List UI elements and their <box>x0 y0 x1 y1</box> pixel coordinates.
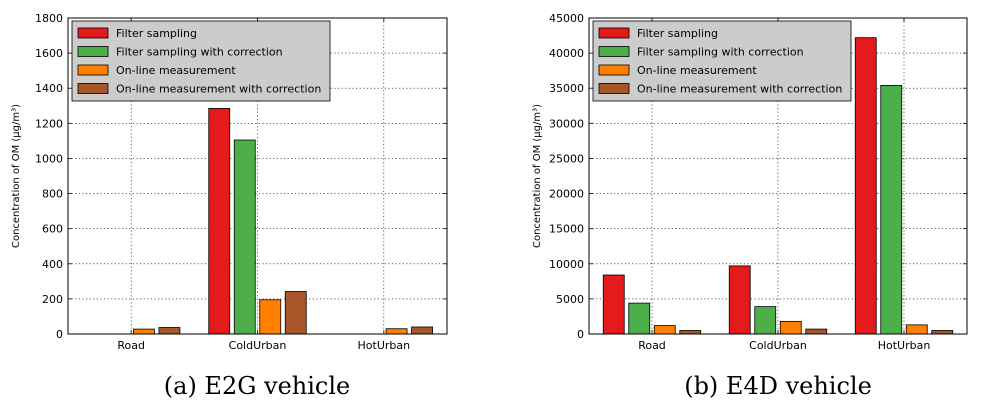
x-tick-label: HotUrban <box>878 339 931 352</box>
bar <box>931 330 954 335</box>
legend-swatch <box>77 46 109 57</box>
y-tick-label: 0 <box>577 328 584 341</box>
legend-swatch <box>598 27 630 39</box>
chart-panel-b: 0 5000 10000 15000 20000 25000 30000 35000 40000… <box>532 12 968 400</box>
legend-swatch <box>598 64 630 76</box>
y-tick-label: 1000 <box>35 152 63 165</box>
y-tick-label: 5000 <box>556 293 584 306</box>
y-tick-label: 45000 <box>549 12 584 25</box>
legend-label: Filter sampling <box>116 27 197 40</box>
y-tick-label: 30000 <box>549 117 584 130</box>
legend-swatch <box>77 64 109 76</box>
legend-swatch <box>77 83 109 94</box>
y-tick-label: 1600 <box>35 47 63 60</box>
legend-label: Filter sampling <box>637 27 718 40</box>
legend: Filter sampling Filter sampling with corr… <box>592 20 852 102</box>
legend-label: On-line measurement <box>116 64 236 77</box>
y-tick-label: 200 <box>42 293 63 306</box>
legend-label: On-line measurement <box>637 64 757 77</box>
x-tick-label: Road <box>117 339 145 352</box>
y-tick-label: 35000 <box>549 82 584 95</box>
legend: Filter sampling Filter sampling with corr… <box>71 20 331 102</box>
bar <box>779 320 802 335</box>
bar <box>259 299 282 335</box>
bar <box>679 330 702 335</box>
bar <box>284 291 307 335</box>
bar <box>805 328 828 335</box>
bar <box>208 108 231 335</box>
y-axis-label: Concentration of OM (µg/m³) <box>532 104 543 248</box>
bar <box>133 328 155 335</box>
chart-panel-a: 0 200 400 600 800 1000 1200 1400 1600 1800 Road Col… <box>11 12 448 400</box>
bar <box>854 37 877 335</box>
bar <box>905 324 928 335</box>
bar <box>411 326 433 335</box>
y-tick-label: 25000 <box>549 152 584 165</box>
legend-box <box>71 20 331 102</box>
y-axis-label: Concentration of OM (µg/m³) <box>11 104 22 248</box>
x-tick-label: ColdUrban <box>749 339 807 352</box>
bar <box>653 325 676 335</box>
bar <box>385 328 408 335</box>
y-tick-label: 20000 <box>549 188 584 201</box>
legend-label: Filter sampling with correction <box>116 46 283 59</box>
bar <box>602 274 625 335</box>
y-tick-label: 1200 <box>35 117 63 130</box>
legend-swatch <box>598 46 630 57</box>
legend-label: Filter sampling with correction <box>637 46 804 59</box>
figure-caption: (b) E4D vehicle <box>684 372 872 400</box>
y-tick-label: 1400 <box>35 82 63 95</box>
bar <box>728 265 751 335</box>
bar <box>233 139 256 335</box>
legend-swatch <box>598 83 630 94</box>
bar <box>754 306 777 335</box>
y-tick-label: 10000 <box>549 258 584 271</box>
bar <box>880 85 903 335</box>
figure-caption: (a) E2G vehicle <box>164 372 350 400</box>
y-tick-label: 0 <box>56 328 63 341</box>
y-tick-label: 1800 <box>35 12 63 25</box>
legend-box <box>592 20 852 102</box>
bar <box>158 327 181 335</box>
x-tick-label: HotUrban <box>358 339 411 352</box>
bar <box>628 302 651 335</box>
y-tick-label: 15000 <box>549 223 584 236</box>
x-tick-label: Road <box>638 339 666 352</box>
y-tick-label: 400 <box>42 258 63 271</box>
x-tick-label: ColdUrban <box>229 339 287 352</box>
legend-label: On-line measurement with correction <box>116 83 321 96</box>
y-tick-label: 600 <box>42 223 63 236</box>
y-tick-label: 40000 <box>549 47 584 60</box>
legend-swatch <box>77 27 109 39</box>
legend-label: On-line measurement with correction <box>637 83 842 96</box>
y-tick-label: 800 <box>42 188 63 201</box>
